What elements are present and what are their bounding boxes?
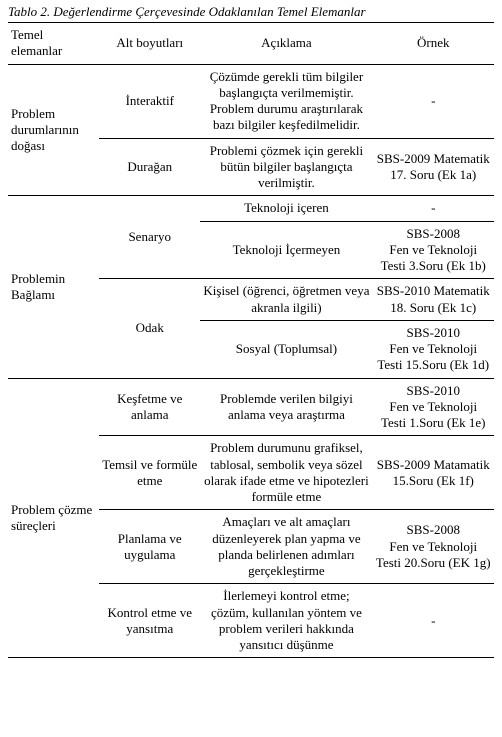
- sub-label: Senaryo: [99, 196, 200, 279]
- desc-cell: Teknoloji İçermeyen: [200, 221, 372, 279]
- example-cell: -: [373, 64, 495, 138]
- table-row: Problem durumlarının doğası İnteraktif Ç…: [8, 64, 494, 138]
- example-cell: SBS-2009 Matamatik 15.Soru (Ek 1f): [373, 436, 495, 510]
- group-label: Problemin Bağlamı: [8, 196, 99, 378]
- desc-cell: Çözümde gerekli tüm bilgiler başlangıçta…: [200, 64, 372, 138]
- desc-cell: Teknoloji içeren: [200, 196, 372, 221]
- table-caption: Tablo 2. Değerlendirme Çerçevesinde Odak…: [8, 4, 494, 20]
- example-cell: SBS-2010Fen ve Teknoloji Testi 15.Soru (…: [373, 320, 495, 378]
- header-alt: Alt boyutları: [99, 23, 200, 65]
- example-cell: -: [373, 584, 495, 658]
- sub-label: Temsil ve formüle etme: [99, 436, 200, 510]
- header-temel: Temel elemanlar: [8, 23, 99, 65]
- example-cell: SBS-2009 Matematik 17. Soru (Ek 1a): [373, 138, 495, 196]
- group-label: Problem çözme süreçleri: [8, 378, 99, 658]
- desc-cell: İlerlemeyi kontrol etme; çözüm, kullanıl…: [200, 584, 372, 658]
- example-cell: SBS-2008Fen ve Teknoloji Testi 20.Soru (…: [373, 510, 495, 584]
- group-label: Problem durumlarının doğası: [8, 64, 99, 196]
- desc-cell: Problemi çözmek için gerekli bütün bilgi…: [200, 138, 372, 196]
- example-cell: SBS-2010Fen ve Teknoloji Testi 1.Soru (E…: [373, 378, 495, 436]
- sub-label: İnteraktif: [99, 64, 200, 138]
- sub-label: Keşfetme ve anlama: [99, 378, 200, 436]
- sub-label: Durağan: [99, 138, 200, 196]
- example-cell: -: [373, 196, 495, 221]
- desc-cell: Problem durumunu grafiksel, tablosal, se…: [200, 436, 372, 510]
- desc-cell: Sosyal (Toplumsal): [200, 320, 372, 378]
- sub-label: Kontrol etme ve yansıtma: [99, 584, 200, 658]
- desc-cell: Kişisel (öğrenci, öğretmen veya akranla …: [200, 279, 372, 321]
- sub-label: Odak: [99, 279, 200, 378]
- table-row: Problem çözme süreçleri Keşfetme ve anla…: [8, 378, 494, 436]
- desc-cell: Amaçları ve alt amaçları düzenleyerek pl…: [200, 510, 372, 584]
- main-table: Temel elemanlar Alt boyutları Açıklama Ö…: [8, 22, 494, 658]
- table-row: Problemin Bağlamı Senaryo Teknoloji içer…: [8, 196, 494, 221]
- header-aciklama: Açıklama: [200, 23, 372, 65]
- example-cell: SBS-2010 Matematik 18. Soru (Ek 1c): [373, 279, 495, 321]
- header-row: Temel elemanlar Alt boyutları Açıklama Ö…: [8, 23, 494, 65]
- sub-label: Planlama ve uygulama: [99, 510, 200, 584]
- desc-cell: Problemde verilen bilgiyi anlama veya ar…: [200, 378, 372, 436]
- header-ornek: Örnek: [373, 23, 495, 65]
- example-cell: SBS-2008Fen ve Teknoloji Testi 3.Soru (E…: [373, 221, 495, 279]
